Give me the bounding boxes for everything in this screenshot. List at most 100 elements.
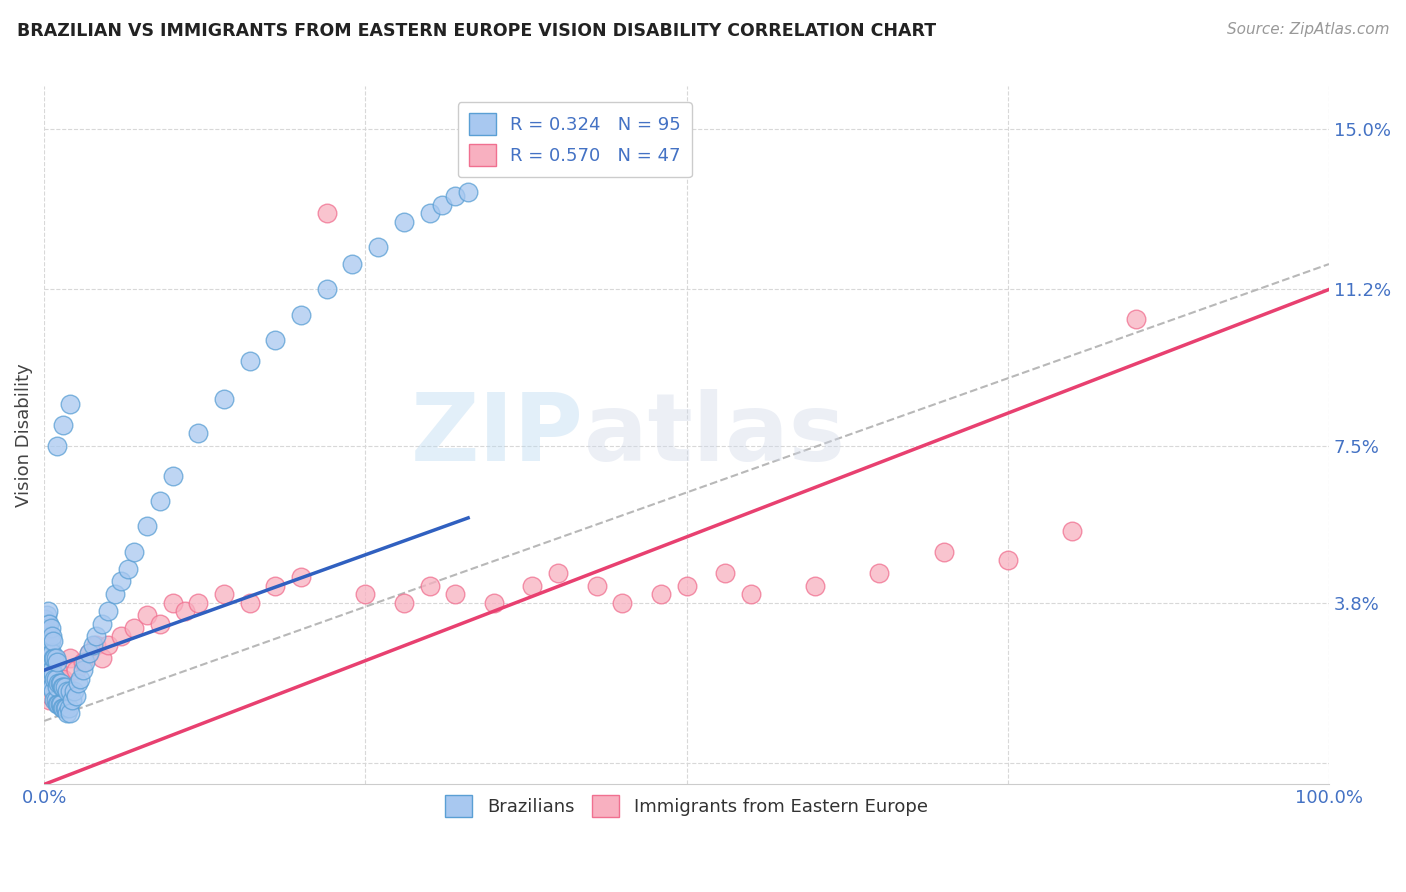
- Point: [110, 574, 132, 589]
- Point: [315, 282, 337, 296]
- Point: [444, 587, 467, 601]
- Point: [35, 616, 58, 631]
- Point: [44, 650, 66, 665]
- Point: [45, 693, 67, 707]
- Point: [35, 629, 58, 643]
- Point: [46, 676, 69, 690]
- Point: [56, 684, 79, 698]
- Point: [39, 689, 62, 703]
- Point: [212, 392, 235, 407]
- Point: [34, 638, 56, 652]
- Point: [522, 578, 544, 592]
- Point: [149, 494, 172, 508]
- Point: [41, 663, 63, 677]
- Point: [290, 308, 312, 322]
- Point: [34, 629, 56, 643]
- Point: [187, 595, 209, 609]
- Point: [52, 680, 75, 694]
- Point: [37, 604, 59, 618]
- Point: [135, 519, 157, 533]
- Point: [37, 625, 59, 640]
- Point: [42, 684, 65, 698]
- Point: [90, 650, 112, 665]
- Point: [38, 616, 60, 631]
- Point: [39, 621, 62, 635]
- Point: [419, 206, 441, 220]
- Point: [162, 468, 184, 483]
- Point: [174, 604, 197, 618]
- Point: [42, 633, 65, 648]
- Point: [35, 642, 58, 657]
- Point: [97, 604, 120, 618]
- Point: [264, 578, 287, 592]
- Point: [48, 697, 70, 711]
- Point: [46, 663, 69, 677]
- Point: [675, 578, 697, 592]
- Point: [457, 185, 479, 199]
- Point: [77, 646, 100, 660]
- Point: [66, 676, 89, 690]
- Point: [419, 578, 441, 592]
- Text: atlas: atlas: [583, 390, 845, 482]
- Point: [187, 426, 209, 441]
- Point: [868, 566, 890, 580]
- Point: [354, 587, 377, 601]
- Point: [90, 616, 112, 631]
- Point: [82, 638, 104, 652]
- Point: [38, 659, 60, 673]
- Point: [122, 621, 145, 635]
- Point: [997, 553, 1019, 567]
- Point: [932, 545, 955, 559]
- Point: [547, 566, 569, 580]
- Point: [612, 595, 634, 609]
- Point: [46, 655, 69, 669]
- Point: [804, 578, 827, 592]
- Point: [59, 684, 82, 698]
- Point: [53, 680, 76, 694]
- Point: [162, 595, 184, 609]
- Point: [392, 215, 415, 229]
- Point: [34, 612, 56, 626]
- Point: [38, 629, 60, 643]
- Point: [149, 616, 172, 631]
- Point: [342, 257, 364, 271]
- Point: [56, 680, 79, 694]
- Point: [75, 655, 97, 669]
- Point: [392, 595, 415, 609]
- Point: [212, 587, 235, 601]
- Point: [44, 672, 66, 686]
- Point: [122, 545, 145, 559]
- Point: [37, 650, 59, 665]
- Point: [46, 439, 69, 453]
- Point: [58, 701, 80, 715]
- Point: [41, 646, 63, 660]
- Text: BRAZILIAN VS IMMIGRANTS FROM EASTERN EUROPE VISION DISABILITY CORRELATION CHART: BRAZILIAN VS IMMIGRANTS FROM EASTERN EUR…: [17, 22, 936, 40]
- Point: [315, 206, 337, 220]
- Point: [264, 333, 287, 347]
- Point: [135, 608, 157, 623]
- Point: [72, 655, 94, 669]
- Point: [46, 680, 69, 694]
- Point: [444, 189, 467, 203]
- Point: [37, 663, 59, 677]
- Point: [52, 701, 75, 715]
- Point: [59, 706, 82, 720]
- Point: [41, 680, 63, 694]
- Point: [49, 697, 72, 711]
- Point: [45, 650, 67, 665]
- Point: [41, 680, 63, 694]
- Point: [42, 667, 65, 681]
- Text: ZIP: ZIP: [411, 390, 583, 482]
- Point: [77, 646, 100, 660]
- Point: [65, 663, 87, 677]
- Legend: Brazilians, Immigrants from Eastern Europe: Brazilians, Immigrants from Eastern Euro…: [439, 788, 935, 824]
- Point: [38, 642, 60, 657]
- Point: [48, 672, 70, 686]
- Point: [290, 570, 312, 584]
- Text: Source: ZipAtlas.com: Source: ZipAtlas.com: [1226, 22, 1389, 37]
- Point: [51, 701, 73, 715]
- Point: [84, 629, 107, 643]
- Point: [46, 697, 69, 711]
- Point: [740, 587, 762, 601]
- Point: [53, 701, 76, 715]
